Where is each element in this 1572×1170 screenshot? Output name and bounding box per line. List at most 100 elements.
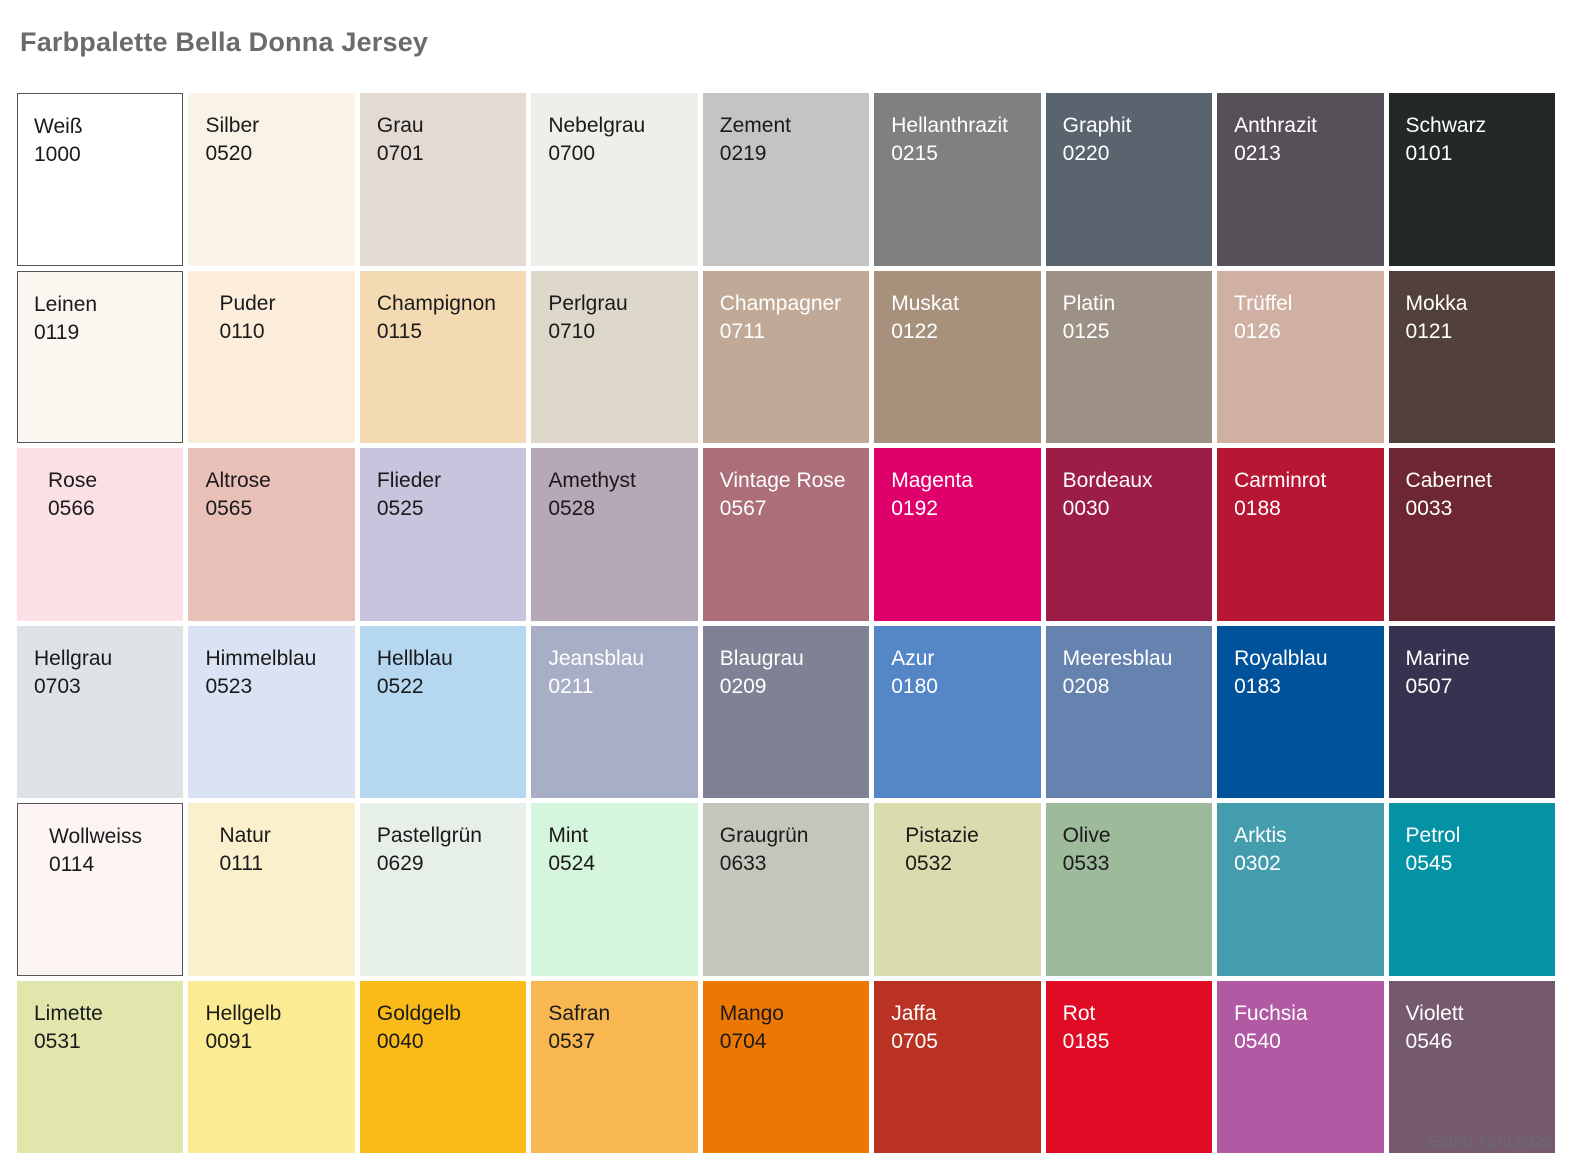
swatch-color-code: 0188 xyxy=(1234,497,1281,520)
color-swatch[interactable]: Jeansblau 0211 xyxy=(531,625,698,798)
swatch-color-code: 0033 xyxy=(1405,497,1453,520)
swatch-label: Azur 0180 xyxy=(891,645,938,701)
color-swatch[interactable]: Anthrazit 0213 xyxy=(1217,93,1384,266)
color-swatch[interactable]: Pistazie 0532 xyxy=(874,803,1041,976)
color-swatch[interactable]: Rose 0566 xyxy=(17,448,184,621)
swatch-label: Himmelblau 0523 xyxy=(205,645,316,701)
swatch-color-code: 0030 xyxy=(1062,497,1110,520)
footer-note: Stand April 2024 xyxy=(1428,1132,1553,1151)
swatch-label: Grau 0701 xyxy=(377,112,424,168)
color-swatch[interactable]: Hellblau 0522 xyxy=(359,625,527,798)
swatch-label: Pastellgrün 0629 xyxy=(377,822,482,878)
color-swatch[interactable]: Trüffel 0126 xyxy=(1217,270,1384,443)
color-swatch[interactable]: Graphit 0220 xyxy=(1045,93,1213,266)
color-swatch[interactable]: Mango 0704 xyxy=(702,980,870,1153)
swatch-label: Marine 0507 xyxy=(1406,645,1470,701)
swatch-color-code: 0523 xyxy=(205,674,253,698)
color-swatch[interactable]: Blaugrau 0209 xyxy=(702,625,870,798)
color-swatch[interactable]: Olive 0533 xyxy=(1045,803,1213,976)
swatch-color-code: 0704 xyxy=(719,1029,767,1053)
swatch-label: Jaffa 0705 xyxy=(891,1000,938,1056)
color-swatch[interactable]: Platin 0125 xyxy=(1045,270,1213,443)
color-swatch[interactable]: Himmelblau 0523 xyxy=(188,625,355,798)
swatch-color-name: Mango xyxy=(719,1001,784,1025)
color-swatch[interactable]: Champignon 0115 xyxy=(359,270,527,443)
color-swatch[interactable]: Amethyst 0528 xyxy=(531,448,698,621)
color-swatch[interactable]: Marine 0507 xyxy=(1388,625,1555,798)
swatch-color-code: 0125 xyxy=(1062,319,1110,343)
color-swatch[interactable]: Mokka 0121 xyxy=(1388,270,1555,443)
color-swatch[interactable]: Rot 0185 xyxy=(1045,980,1213,1153)
swatch-color-code: 0531 xyxy=(34,1029,81,1053)
color-swatch[interactable]: Meeresblau 0208 xyxy=(1045,625,1213,798)
swatch-color-code: 0520 xyxy=(205,142,253,165)
swatch-color-code: 0302 xyxy=(1234,852,1281,875)
swatch-color-name: Violett xyxy=(1405,1001,1464,1025)
swatch-color-name: Mint xyxy=(548,824,589,847)
swatch-color-code: 0546 xyxy=(1405,1029,1453,1053)
color-swatch[interactable]: Natur 0111 xyxy=(188,803,355,976)
color-swatch[interactable]: Petrol 0545 xyxy=(1388,803,1555,976)
color-swatch[interactable]: Flieder 0525 xyxy=(359,448,527,621)
swatch-label: Graphit 0220 xyxy=(1063,112,1132,168)
color-swatch[interactable]: Puder 0110 xyxy=(188,270,355,443)
swatch-color-code: 0091 xyxy=(205,1029,253,1053)
color-swatch[interactable]: Magenta 0192 xyxy=(874,448,1041,621)
color-swatch[interactable]: Schwarz 0101 xyxy=(1388,93,1555,266)
color-swatch[interactable]: Limette 0531 xyxy=(17,980,184,1153)
swatch-color-name: Flieder xyxy=(376,469,442,492)
swatch-color-name: Marine xyxy=(1405,646,1470,670)
swatch-color-name: Cabernet xyxy=(1405,469,1492,492)
swatch-color-code: 0711 xyxy=(719,319,765,343)
swatch-color-code: 0524 xyxy=(548,852,596,875)
swatch-label: Hellanthrazit 0215 xyxy=(891,112,1008,168)
color-swatch[interactable]: Weiß 1000 xyxy=(17,93,184,266)
color-swatch[interactable]: Champagner 0711 xyxy=(702,270,870,443)
color-swatch[interactable]: Perlgrau 0710 xyxy=(531,270,698,443)
color-swatch[interactable]: Carminrot 0188 xyxy=(1217,448,1384,621)
color-swatch[interactable]: Arktis 0302 xyxy=(1217,803,1384,976)
swatch-label: Platin 0125 xyxy=(1063,290,1116,346)
color-swatch[interactable]: Jaffa 0705 xyxy=(874,980,1041,1153)
color-swatch[interactable]: Nebelgrau 0700 xyxy=(531,93,698,266)
color-swatch[interactable]: Violett 0546 xyxy=(1388,980,1555,1153)
color-swatch[interactable]: Hellgrau 0703 xyxy=(17,625,184,798)
swatch-color-code: 0528 xyxy=(548,497,596,520)
color-swatch[interactable]: Pastellgrün 0629 xyxy=(359,803,527,976)
color-swatch[interactable]: Leinen 0119 xyxy=(17,270,184,443)
swatch-label: Violett 0546 xyxy=(1406,1000,1464,1056)
swatch-label: Rot 0185 xyxy=(1063,1000,1110,1056)
swatch-label: Zement 0219 xyxy=(720,112,791,168)
swatch-label: Hellblau 0522 xyxy=(377,645,453,701)
color-swatch[interactable]: Wollweiss 0114 xyxy=(17,803,184,976)
color-swatch[interactable]: Fuchsia 0540 xyxy=(1217,980,1384,1153)
color-swatch[interactable]: Silber 0520 xyxy=(188,93,355,266)
swatch-color-name: Fuchsia xyxy=(1234,1001,1308,1025)
color-swatch[interactable]: Hellgelb 0091 xyxy=(188,980,355,1153)
swatch-color-name: Azur xyxy=(891,646,935,670)
color-swatch[interactable]: Bordeaux 0030 xyxy=(1045,448,1213,621)
color-swatch[interactable]: Altrose 0565 xyxy=(188,448,355,621)
swatch-label: Champagner 0711 xyxy=(720,290,841,346)
swatch-label: Meeresblau 0208 xyxy=(1063,645,1173,701)
color-swatch[interactable]: Goldgelb 0040 xyxy=(359,980,527,1153)
swatch-color-name: Hellanthrazit xyxy=(891,114,1008,137)
color-swatch[interactable]: Vintage Rose 0567 xyxy=(702,448,870,621)
color-swatch[interactable]: Muskat 0122 xyxy=(874,270,1041,443)
color-swatch[interactable]: Cabernet 0033 xyxy=(1388,448,1555,621)
swatch-color-name: Muskat xyxy=(891,291,959,315)
color-swatch[interactable]: Mint 0524 xyxy=(531,803,698,976)
swatch-color-code: 0185 xyxy=(1062,1029,1110,1053)
color-swatch[interactable]: Safran 0537 xyxy=(531,980,698,1153)
swatch-color-name: Olive xyxy=(1062,824,1111,847)
swatch-color-name: Goldgelb xyxy=(376,1001,461,1025)
color-swatch[interactable]: Zement 0219 xyxy=(702,93,870,266)
swatch-color-name: Hellgelb xyxy=(205,1001,282,1025)
color-swatch[interactable]: Hellanthrazit 0215 xyxy=(874,93,1041,266)
color-swatch[interactable]: Royalblau 0183 xyxy=(1217,625,1384,798)
swatch-color-name: Grau xyxy=(376,114,424,137)
color-swatch[interactable]: Azur 0180 xyxy=(874,625,1041,798)
color-swatch[interactable]: Grau 0701 xyxy=(359,93,527,266)
swatch-label: Fuchsia 0540 xyxy=(1234,1000,1308,1056)
color-swatch[interactable]: Graugrün 0633 xyxy=(702,803,870,976)
